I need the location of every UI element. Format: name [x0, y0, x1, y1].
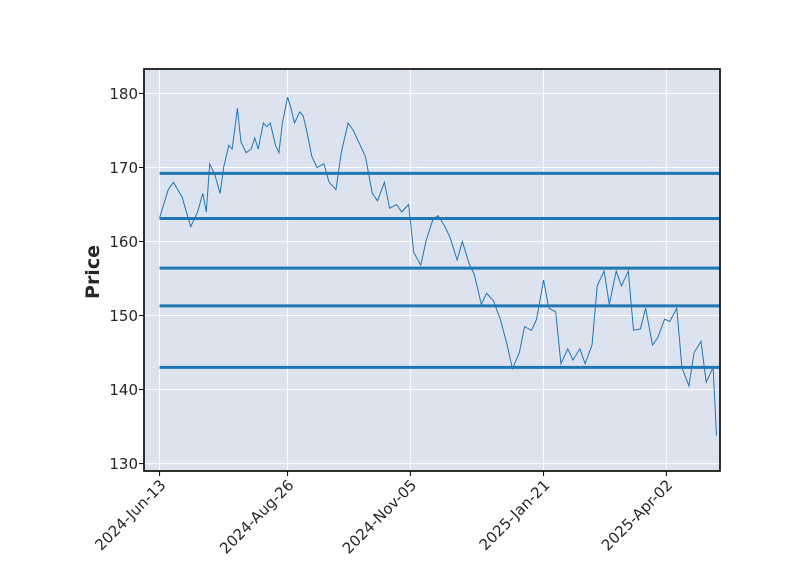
price-series-line	[159, 96, 717, 436]
y-tick-label: 170	[109, 159, 138, 177]
y-tick-label: 140	[109, 381, 138, 399]
x-tick-label: 2024-Nov-05	[339, 476, 420, 557]
y-axis-title: Price	[82, 245, 104, 299]
y-axis-ticks: 130 140 150 160 170 180	[109, 85, 144, 473]
y-tick-label: 130	[109, 455, 138, 473]
x-tick-label: 2025-Apr-02	[598, 476, 676, 554]
x-axis-ticks: 2024-Jun-13 2024-Aug-26 2024-Nov-05 2025-Ja…	[91, 471, 676, 557]
plot-frame	[143, 68, 721, 472]
grid-lines	[144, 69, 720, 471]
x-tick-label: 2025-Jan-21	[476, 476, 554, 554]
y-tick-label: 180	[109, 85, 138, 103]
plot-background	[144, 69, 720, 471]
x-tick-label: 2024-Aug-26	[216, 476, 297, 557]
y-tick-label: 150	[109, 307, 138, 325]
y-tick-label: 160	[109, 233, 138, 251]
x-tick-label: 2024-Jun-13	[91, 476, 169, 554]
